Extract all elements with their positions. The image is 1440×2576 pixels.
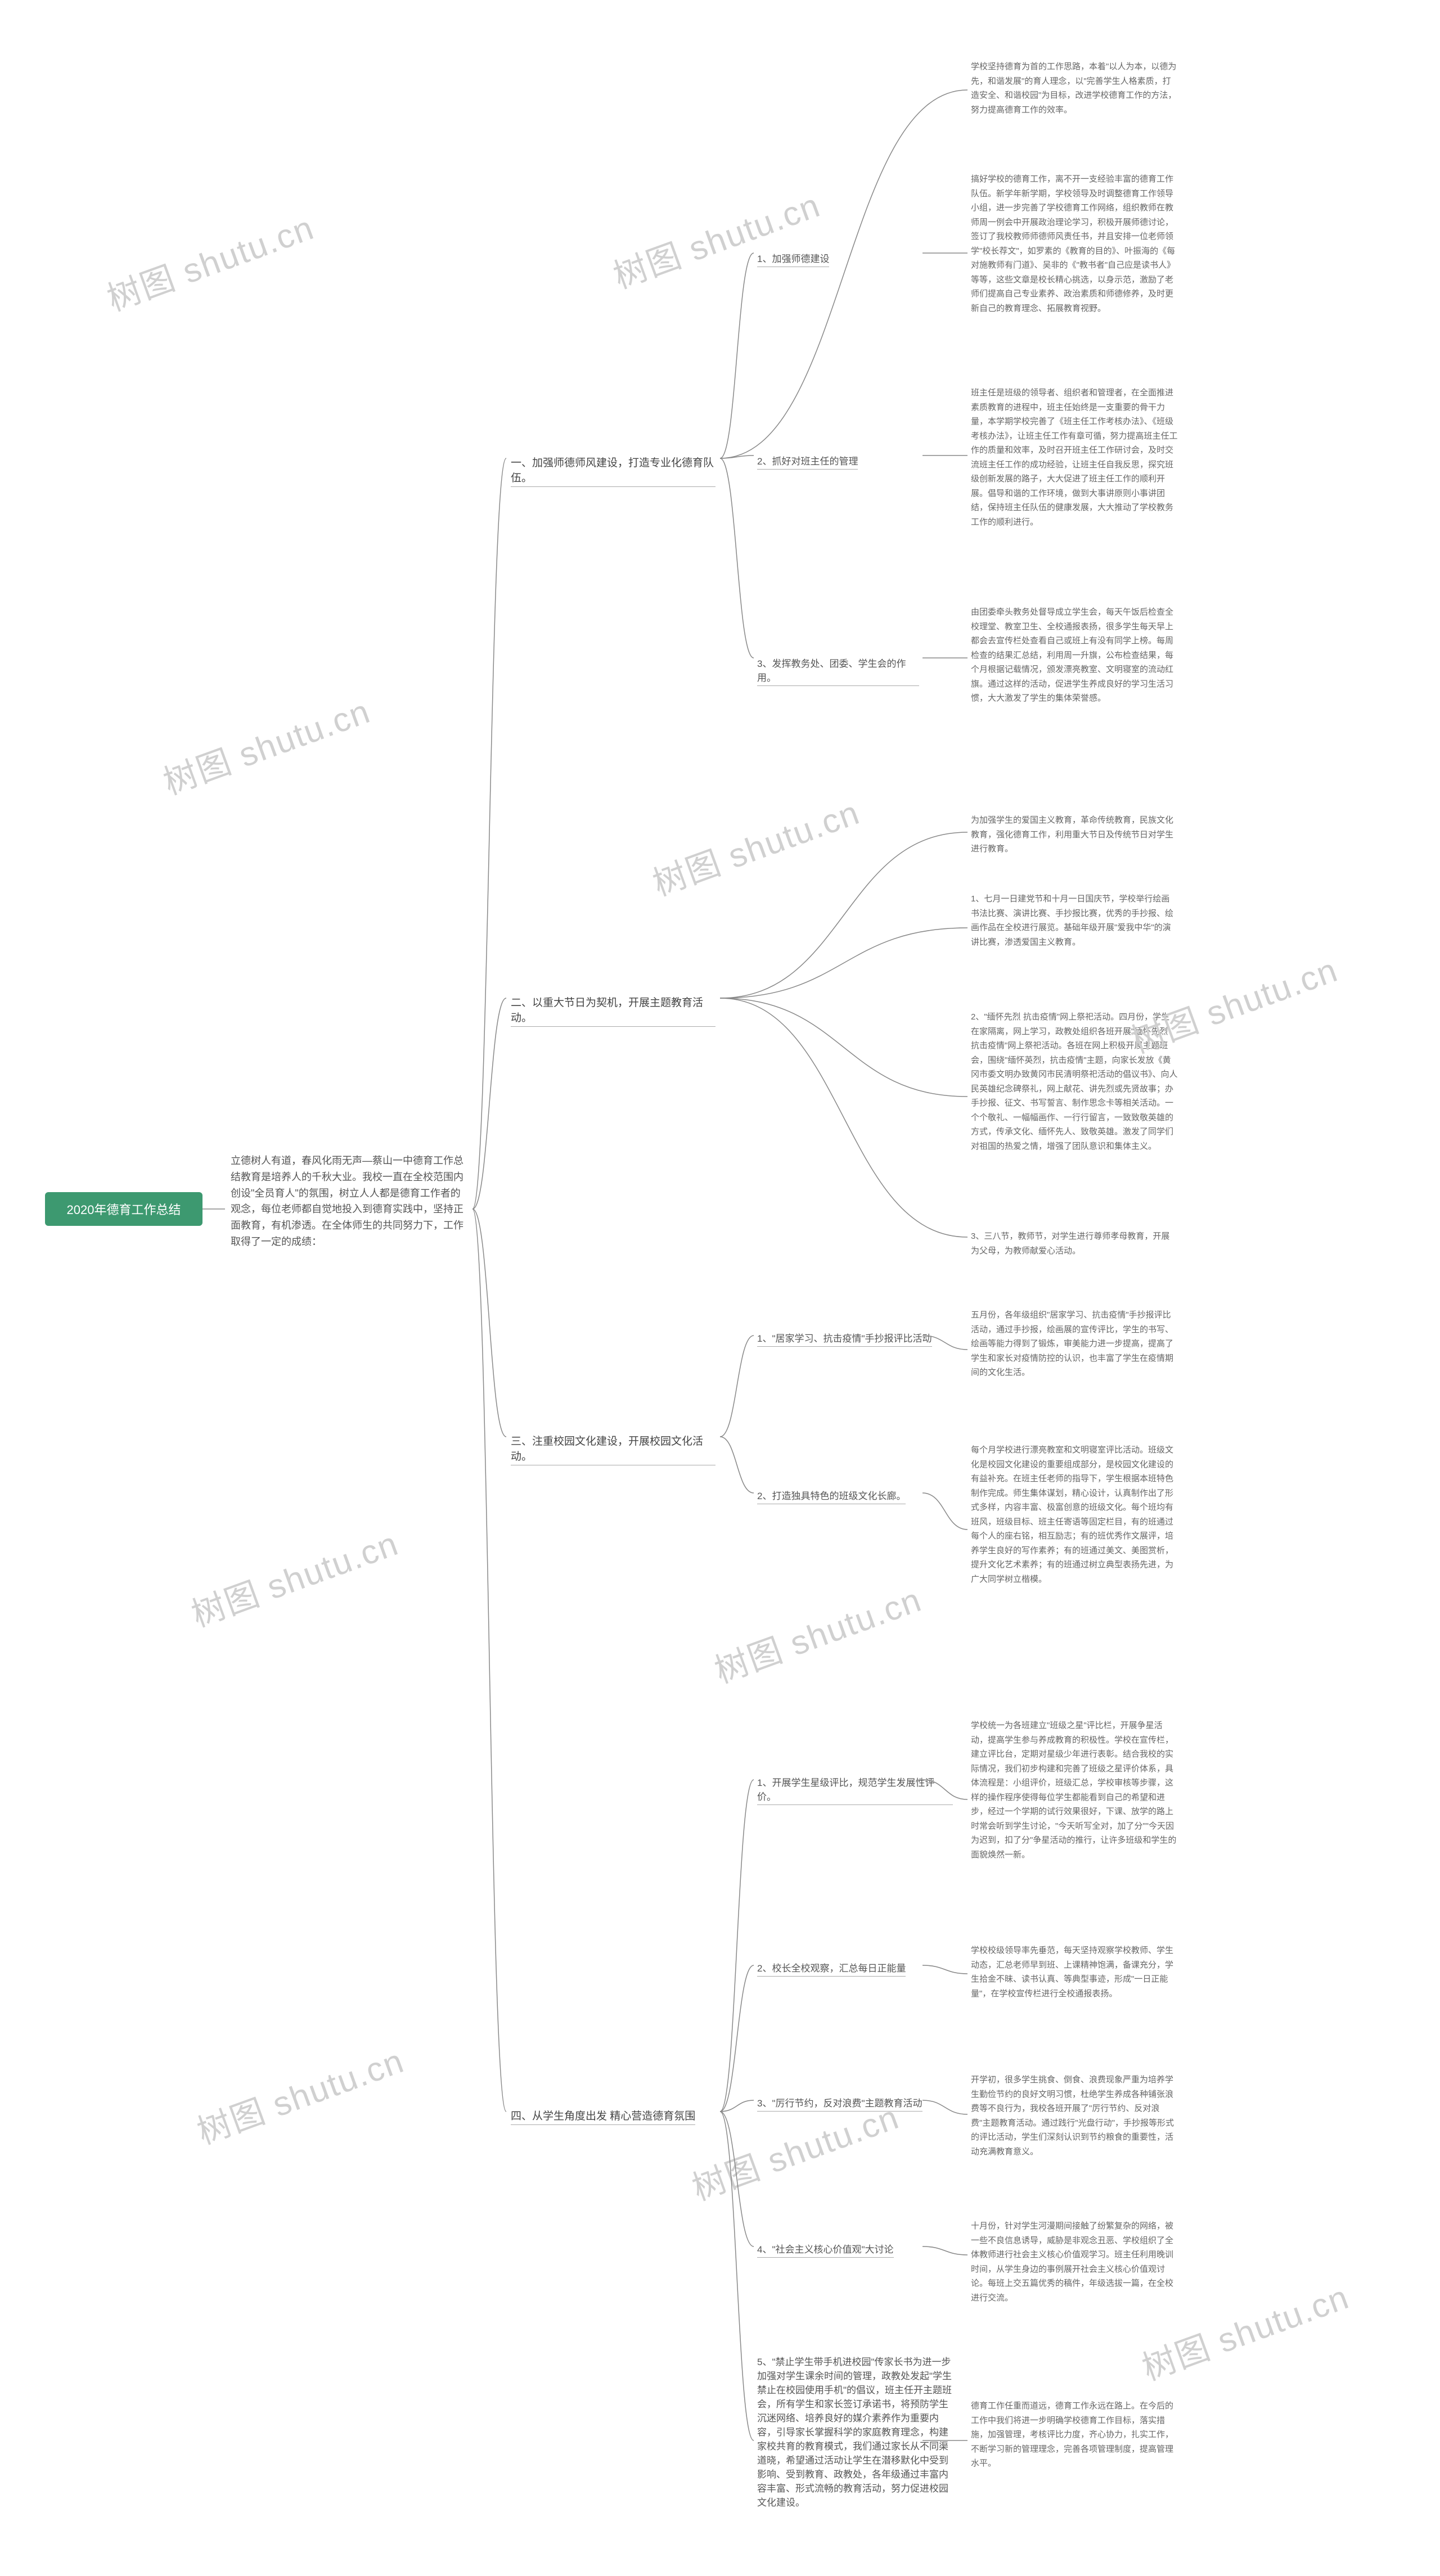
- watermark: 树图 shutu.cn: [606, 178, 826, 299]
- branch-3-child-2-leaf: 每个月学校进行漂亮教室和文明寝室评比活动。班级文化是校园文化建设的重要组成部分，…: [968, 1440, 1181, 1590]
- branch-1-child-1[interactable]: 1、加强师德建设: [754, 247, 922, 270]
- branch-3-child-2[interactable]: 2、打造独具特色的班级文化长廊。: [754, 1485, 956, 1508]
- branch-3-child-1[interactable]: 1、"居家学习、抗击疫情"手抄报评比活动: [754, 1327, 956, 1350]
- branch-1[interactable]: 一、加强师德师风建设，打造专业化德育队伍。: [506, 450, 720, 491]
- branch-4-child-1[interactable]: 1、开展学生星级评比，规范学生发展性评价。: [754, 1771, 956, 1808]
- branch-1-child-2-leaf: 班主任是班级的领导者、组织者和管理者，在全面推进素质教育的进程中，班主任始终是一…: [968, 382, 1181, 533]
- branch-2-child-2-leaf: 2、"缅怀先烈 抗击疫情"网上祭祀活动。四月份，学生在家隔离，网上学习，政教处组…: [968, 1007, 1181, 1157]
- branch-3-child-1-leaf: 五月份，各年级组织"居家学习、抗击疫情"手抄报评比活动，通过手抄报，绘画展的宣传…: [968, 1305, 1181, 1383]
- branch-1-child-3[interactable]: 3、发挥教务处、团委、学生会的作用。: [754, 652, 922, 689]
- branch-1-child-3-leaf: 由团委牵头教务处督导成立学生会，每天午饭后检查全校理堂、教室卫生、全校通报表扬，…: [968, 602, 1181, 709]
- watermark: 树图 shutu.cn: [645, 786, 866, 906]
- branch-4-child-4-leaf: 十月份，针对学生河漫期间接触了纷繁复杂的网络，被一些不良信息诱导，威胁是非观念丑…: [968, 2216, 1181, 2308]
- branch-1-intro: 学校坚持德育为首的工作思路，本着"以人为本，以德为先，和谐发展"的育人理念，以"…: [968, 56, 1181, 120]
- branch-4-child-5-leaf: 德育工作任重而道远，德育工作永远在路上。在今后的工作中我们将进一步明确学校德育工…: [968, 2395, 1181, 2474]
- branch-4-child-3[interactable]: 3、"厉行节约，反对浪费"主题教育活动: [754, 2092, 956, 2115]
- branch-4-child-5[interactable]: 5、"禁止学生带手机进校园"传家长书为进一步加强对学生课余时间的管理，政教处发起…: [754, 2351, 956, 2512]
- root-description: 立德树人有道，春风化雨无声—蔡山一中德育工作总结教育是培养人的千秋大业。我校一直…: [225, 1147, 472, 1256]
- branch-1-child-1-leaf: 搞好学校的德育工作，离不开一支经验丰富的德育工作队伍。新学年新学期，学校领导及时…: [968, 169, 1181, 319]
- branch-2-intro: 为加强学生的爱国主义教育，革命传统教育，民族文化教育，强化德育工作，利用重大节日…: [968, 810, 1181, 860]
- watermark: 树图 shutu.cn: [190, 2034, 410, 2154]
- connector-lines: [0, 0, 1440, 2576]
- watermark: 树图 shutu.cn: [156, 684, 376, 805]
- branch-4-child-4[interactable]: 4、"社会主义核心价值观"大讨论: [754, 2238, 956, 2261]
- branch-1-child-2[interactable]: 2、抓好对班主任的管理: [754, 450, 922, 473]
- branch-2-child-3-leaf: 3、三八节，教师节，对学生进行尊师孝母教育，开展为父母，为教师献爱心活动。: [968, 1226, 1181, 1261]
- branch-2-child-1-leaf: 1、七月一日建党节和十月一日国庆节，学校举行绘画书法比赛、演讲比赛、手抄报比赛，…: [968, 888, 1181, 953]
- branch-2[interactable]: 二、以重大节日为契机，开展主题教育活动。: [506, 990, 720, 1031]
- branch-4-child-2-leaf: 学校校级领导率先垂范，每天坚持观察学校教师、学生动态，汇总老师早到班、上课精神饱…: [968, 1940, 1181, 2004]
- watermark: 树图 shutu.cn: [100, 201, 320, 321]
- watermark: 树图 shutu.cn: [707, 1573, 928, 1693]
- root-node[interactable]: 2020年德育工作总结: [45, 1192, 202, 1226]
- mindmap-container: 树图 shutu.cn 树图 shutu.cn 树图 shutu.cn 树图 s…: [0, 0, 1440, 2576]
- branch-3[interactable]: 三、注重校园文化建设，开展校园文化活动。: [506, 1428, 720, 1470]
- watermark: 树图 shutu.cn: [184, 1517, 404, 1637]
- branch-4-child-3-leaf: 开学初，很多学生挑食、倒食、浪费现象严重为培养学生勤俭节约的良好文明习惯，杜绝学…: [968, 2069, 1181, 2162]
- branch-4-child-2[interactable]: 2、校长全校观察，汇总每日正能量: [754, 1957, 956, 1980]
- branch-4-child-1-leaf: 学校统一为各班建立"班级之星"评比栏，开展争星活动，提高学生参与养成教育的积极性…: [968, 1715, 1181, 1865]
- branch-4[interactable]: 四、从学生角度出发 精心营造德育氛围: [506, 2103, 720, 2130]
